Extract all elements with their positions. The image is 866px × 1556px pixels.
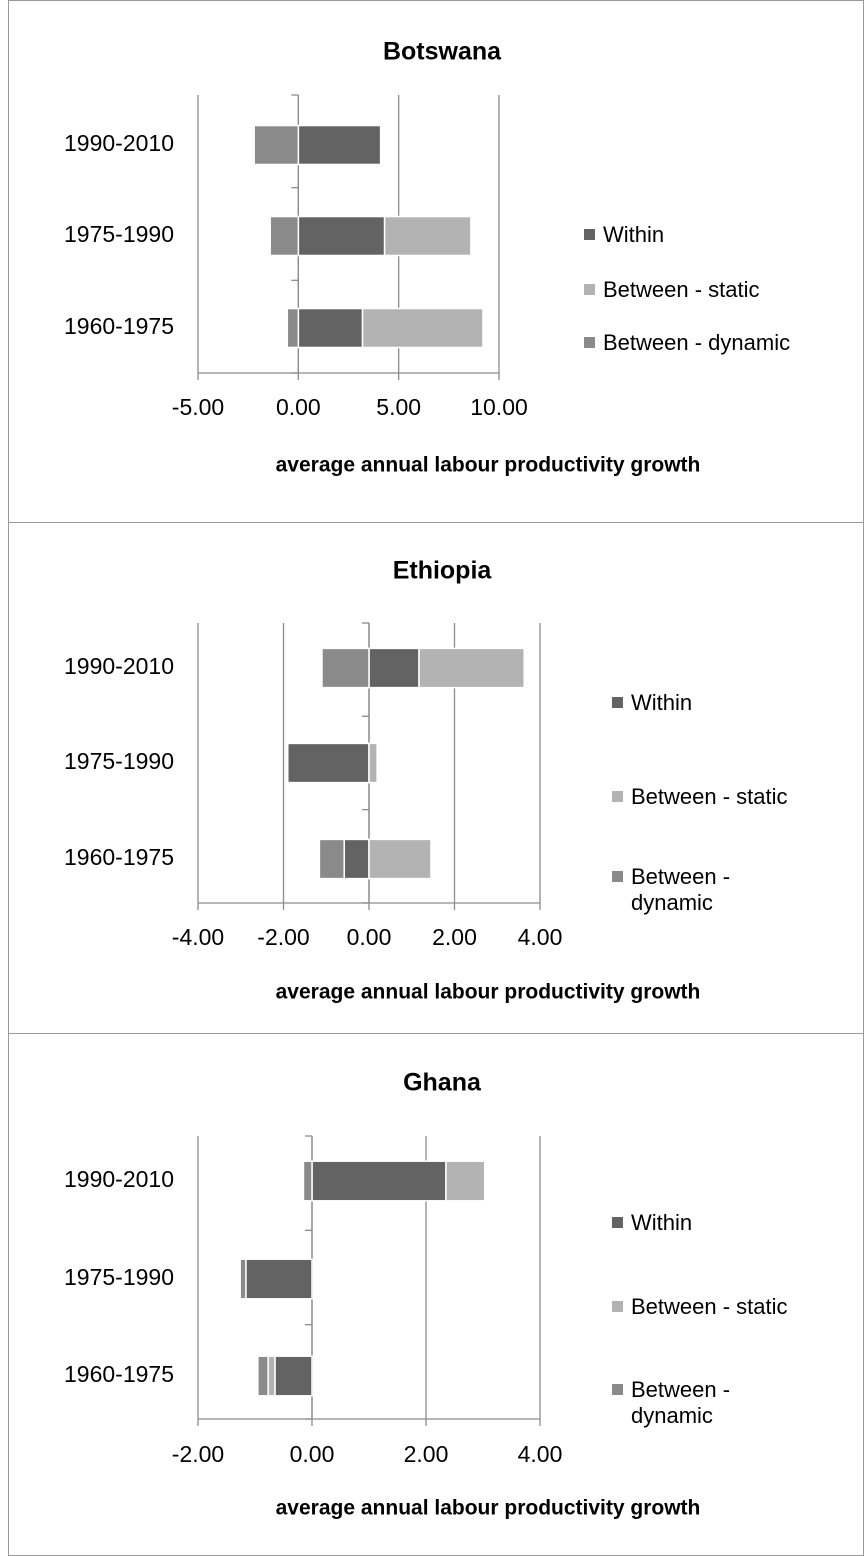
legend-item: Between - static [612,1294,801,1320]
x-tick-label: -5.00 [172,394,224,420]
x-tick-label: 0.00 [347,924,392,950]
bar [343,838,370,880]
legend-item: Between - dynamic [612,864,801,916]
legend-label: Between - dynamic [631,864,731,915]
y-tick-label: 1990-2010 [64,653,174,679]
chart: Ethiopia average annual labour productivi… [64,557,701,1004]
bar [418,647,525,689]
bar [286,307,300,349]
legend-swatch [612,871,623,882]
y-tick-label: 1990-2010 [64,130,174,156]
legend-item: Between - dynamic [612,1377,801,1429]
bar [445,1160,486,1202]
legend-label: Between - static [603,277,760,302]
y-tick-label: 1975-1990 [64,748,174,774]
legend-label: Within [631,690,693,715]
chart-title: Ghana [403,1069,482,1097]
x-axis-title: average annual labour productivity growt… [276,454,701,477]
x-tick-label: 5.00 [376,394,421,420]
x-axis-title: average annual labour productivity growt… [276,981,701,1004]
chart-title: Botswana [383,38,502,66]
bar [297,124,382,166]
x-tick-label: -2.00 [257,924,309,950]
bar [274,1355,313,1397]
bar [361,307,484,349]
chart-panel: Ethiopia average annual labour productivi… [8,522,864,1034]
bar [245,1258,313,1300]
legend-item: Within [612,1210,801,1236]
bar [287,742,370,784]
bar [368,838,432,880]
chart-panel: Botswana average annual labour productivi… [8,0,864,523]
legend-swatch [584,337,595,348]
bar [297,307,364,349]
legend-item: Within [584,222,664,248]
legend-swatch [584,229,595,240]
bar [383,215,472,257]
x-axis-title: average annual labour productivity growt… [276,1497,701,1520]
y-tick-label: 1960-1975 [64,844,174,870]
legend-swatch [612,1301,623,1312]
x-tick-label: 0.00 [276,394,321,420]
bar [368,647,420,689]
legend-item: Between - dynamic [584,330,790,356]
legend-label: Between - static [631,784,788,809]
legend-swatch [612,791,623,802]
legend-swatch [612,697,623,708]
legend-item: Between - static [584,277,760,303]
x-tick-label: 2.00 [404,1441,449,1467]
legend-label: Between - static [631,1294,788,1319]
y-tick-label: 1975-1990 [64,1264,174,1290]
x-tick-label: 2.00 [432,924,477,950]
legend-label: Between - dynamic [631,1377,731,1428]
bar [269,215,300,257]
bar [267,1355,276,1397]
x-tick-label: -4.00 [172,924,224,950]
x-tick-label: 4.00 [518,924,563,950]
chart-title: Ethiopia [393,557,493,585]
legend-item: Within [612,690,801,716]
x-tick-label: 10.00 [470,394,528,420]
legend-label: Within [631,1210,693,1235]
y-tick-label: 1990-2010 [64,1166,174,1192]
legend-item: Between - static [612,784,801,810]
legend-swatch [584,284,595,295]
bar [311,1160,447,1202]
x-tick-label: 4.00 [518,1441,563,1467]
y-tick-label: 1960-1975 [64,1361,174,1387]
x-tick-label: -2.00 [172,1441,224,1467]
x-tick-label: 0.00 [290,1441,335,1467]
bar [239,1258,247,1300]
chart: Botswana average annual labour productivi… [64,38,701,477]
bar [368,742,378,784]
bar [257,1355,269,1397]
bar [253,124,300,166]
bar [302,1160,313,1202]
y-tick-label: 1960-1975 [64,313,174,339]
bar [321,647,370,689]
legend-swatch [612,1217,623,1228]
bar [297,215,386,257]
legend-swatch [612,1384,623,1395]
legend-label: Within [603,222,665,247]
legend-label: Between - dynamic [603,330,791,355]
chart-panel: Ghana average annual labour productivity … [8,1033,864,1556]
y-tick-label: 1975-1990 [64,221,174,247]
chart: Ghana average annual labour productivity … [64,1069,701,1520]
bar [318,838,345,880]
